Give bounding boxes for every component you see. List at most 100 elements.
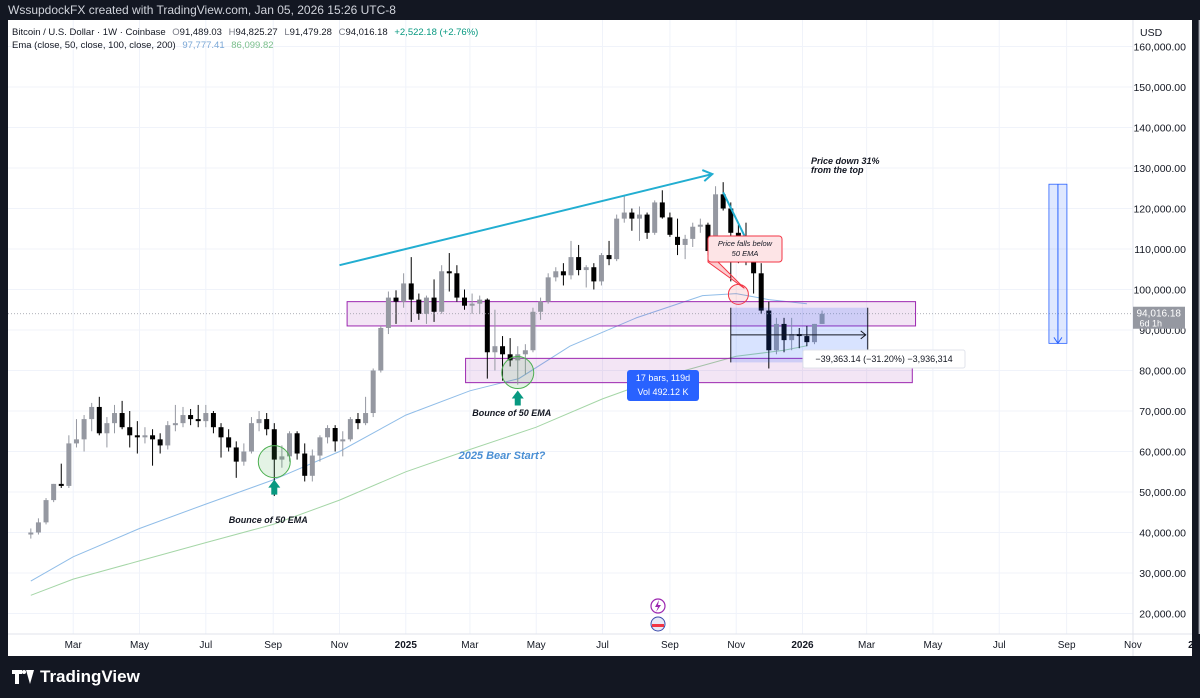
high-value: 94,825.27 <box>235 27 278 38</box>
y-tick-label: 20,000.00 <box>1139 609 1186 621</box>
candle-body <box>378 327 384 371</box>
ema-row: Ema (close, 50, close, 100, close, 200) … <box>12 39 478 52</box>
candle-body <box>538 301 544 312</box>
tradingview-logo-icon <box>12 670 34 684</box>
candle-body <box>477 299 483 304</box>
candle-body <box>317 437 323 456</box>
ohlc-row: Bitcoin / U.S. Dollar · 1W · Coinbase O9… <box>12 26 478 39</box>
candle-body <box>439 271 445 312</box>
candle-body <box>119 413 125 428</box>
candle-body <box>393 297 399 302</box>
candle-body <box>515 354 521 361</box>
brand-name: TradingView <box>40 667 140 686</box>
x-tick-label: May <box>923 640 942 651</box>
candle-body <box>89 406 95 420</box>
y-tick-label: 100,000.00 <box>1133 285 1186 297</box>
candle-body <box>195 419 201 422</box>
tradingview-brand[interactable]: TradingView <box>12 667 140 687</box>
bottom-bar <box>0 656 1200 698</box>
candle-body <box>58 483 64 486</box>
breakdown-circle <box>727 283 749 305</box>
candle-body <box>287 433 293 457</box>
high-label: H <box>228 27 236 38</box>
candle-body <box>652 202 658 233</box>
candle-body <box>553 271 559 278</box>
y-tick-label: 160,000.00 <box>1133 42 1186 54</box>
us-flag-stripe-icon <box>652 624 664 627</box>
candle-body <box>522 350 528 355</box>
candle-body <box>81 419 87 440</box>
bounce-label: Bounce of 50 EMA <box>229 515 308 525</box>
candle-body <box>819 313 825 324</box>
candle-body <box>96 406 102 434</box>
low-value: 91,479.28 <box>289 27 332 38</box>
bear-start-label: 2025 Bear Start? <box>458 450 546 462</box>
price-down-line1: Price down 31% <box>811 156 880 166</box>
candle-body <box>667 217 673 235</box>
low-label: L <box>284 27 290 38</box>
callout-text-line1: Price falls below <box>718 239 773 248</box>
x-tick-label: Sep <box>661 640 679 651</box>
lightning-badge-icon <box>650 598 666 614</box>
measure-label: −39,363.14 (−31.20%) −3,936,314 <box>815 354 952 364</box>
last-price-tag <box>1133 306 1185 329</box>
close-value: 94,016.18 <box>345 27 388 38</box>
x-tick-label: Jul <box>596 640 609 651</box>
symbol-label[interactable]: Bitcoin / U.S. Dollar · 1W · Coinbase <box>12 27 166 38</box>
candle-body <box>104 423 110 434</box>
x-tick-label: May <box>527 640 546 651</box>
bounce-circle <box>257 445 291 479</box>
candle-body <box>614 218 620 260</box>
candle-body <box>492 346 498 353</box>
candle-body <box>188 415 194 420</box>
candle-body <box>180 415 186 424</box>
x-tick-label: Nov <box>727 640 745 651</box>
x-tick-label: Nov <box>331 640 349 651</box>
chart-legend: Bitcoin / U.S. Dollar · 1W · Coinbase O9… <box>12 26 478 52</box>
ema100-value: 86,099.82 <box>231 40 274 51</box>
callout-text-line2: 50 EMA <box>732 249 759 258</box>
candle-body <box>583 267 589 271</box>
x-tick-label: 2026 <box>791 640 814 651</box>
candle-body <box>576 257 582 271</box>
price-down-line2: from the top <box>811 165 864 175</box>
candle-body <box>385 297 391 328</box>
candle-body <box>347 419 353 440</box>
candle-body <box>773 323 779 351</box>
y-tick-label: 120,000.00 <box>1133 204 1186 216</box>
x-tick-label: Sep <box>1058 640 1076 651</box>
candle-body <box>454 273 460 298</box>
candle-body <box>370 370 376 414</box>
candle-body <box>294 433 300 454</box>
close-label: C <box>338 27 346 38</box>
countdown-label: 6d 1h <box>1139 319 1162 329</box>
candle-body <box>621 212 627 219</box>
credit-bar: WssupdockFX created with TradingView.com… <box>0 0 1200 20</box>
y-tick-label: 130,000.00 <box>1133 163 1186 175</box>
candle-body <box>134 435 140 438</box>
candle-body <box>629 212 635 219</box>
candle-body <box>218 427 224 438</box>
bounce-circle <box>501 356 535 390</box>
y-tick-label: 150,000.00 <box>1133 82 1186 94</box>
currency-label: USD <box>1140 27 1163 39</box>
candle-body <box>302 453 308 476</box>
candle-body <box>811 323 817 343</box>
ema-indicator-label[interactable]: Ema (close, 50, close, 100, close, 200) <box>12 40 176 51</box>
candle-body <box>309 455 315 476</box>
candle-body <box>355 419 361 424</box>
candle-body <box>507 354 513 361</box>
candle-body <box>682 238 688 245</box>
candle-body <box>659 202 665 218</box>
candle-body <box>363 413 369 424</box>
y-tick-label: 110,000.00 <box>1134 244 1186 256</box>
candle-body <box>469 303 475 306</box>
candle-body <box>157 439 163 446</box>
bounce-arrow-icon <box>511 390 524 406</box>
ema100-line <box>30 345 807 596</box>
candle-body <box>35 522 41 533</box>
candle-body <box>325 428 331 438</box>
candle-body <box>210 413 216 428</box>
candle-body <box>758 273 764 311</box>
